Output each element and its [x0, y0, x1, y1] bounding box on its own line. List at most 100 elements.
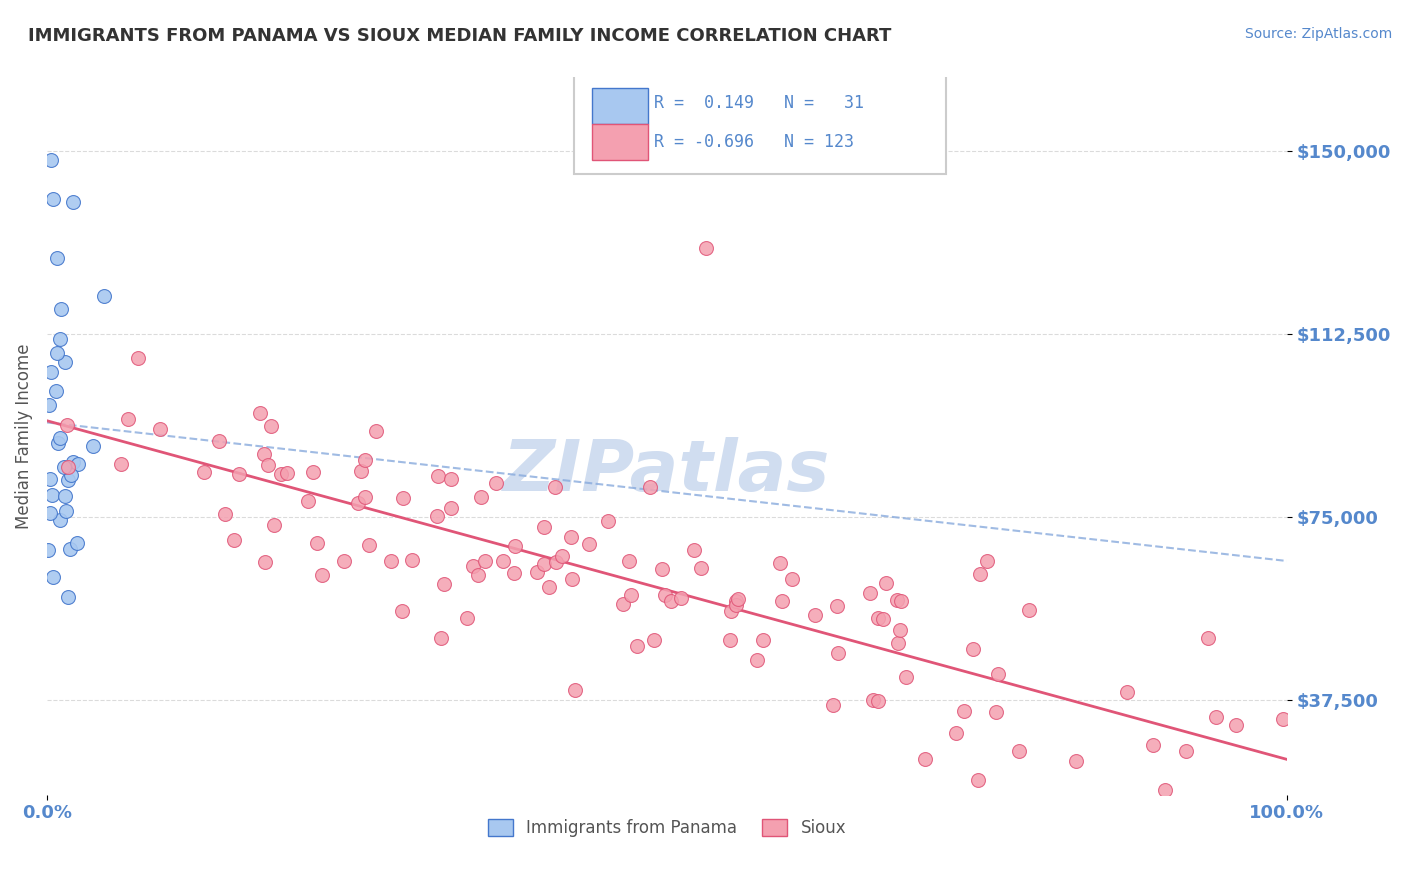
Point	[1018, 602, 1040, 616]
Point	[39, 506, 62, 520]
Point	[1234, 802, 1257, 816]
Point	[720, 604, 742, 618]
Point	[889, 624, 911, 638]
Point	[364, 424, 387, 438]
Point	[1197, 802, 1219, 816]
Point	[45, 251, 67, 265]
Point	[82, 440, 104, 454]
Point	[470, 490, 492, 504]
Text: Source: ZipAtlas.com: Source: ZipAtlas.com	[1244, 27, 1392, 41]
Point	[347, 496, 370, 510]
Point	[596, 514, 619, 528]
Point	[59, 542, 82, 557]
Point	[620, 588, 643, 602]
Point	[875, 576, 897, 591]
Point	[503, 566, 526, 580]
Point	[550, 549, 572, 563]
Point	[626, 639, 648, 653]
Point	[56, 418, 79, 433]
Point	[887, 636, 910, 650]
Point	[718, 633, 741, 648]
Point	[350, 465, 373, 479]
Point	[1225, 718, 1247, 732]
Point	[651, 562, 673, 576]
Point	[253, 447, 276, 461]
Text: IMMIGRANTS FROM PANAMA VS SIOUX MEDIAN FAMILY INCOME CORRELATION CHART: IMMIGRANTS FROM PANAMA VS SIOUX MEDIAN F…	[28, 27, 891, 45]
Point	[430, 631, 453, 645]
Point	[55, 504, 77, 518]
Point	[564, 682, 586, 697]
Point	[357, 538, 380, 552]
Point	[544, 555, 567, 569]
Point	[966, 772, 988, 787]
Point	[1205, 709, 1227, 723]
Point	[945, 726, 967, 740]
Point	[228, 467, 250, 482]
Point	[440, 501, 463, 516]
Text: R = -0.696   N = 123: R = -0.696 N = 123	[655, 133, 855, 151]
Point	[427, 468, 450, 483]
Point	[311, 567, 333, 582]
Point	[827, 599, 849, 613]
Point	[391, 604, 413, 618]
Point	[987, 666, 1010, 681]
Point	[127, 351, 149, 365]
Text: ZIPatlas: ZIPatlas	[503, 437, 831, 507]
Point	[533, 520, 555, 534]
Point	[38, 472, 60, 486]
Point	[654, 588, 676, 602]
Point	[821, 698, 844, 712]
Point	[41, 488, 63, 502]
FancyBboxPatch shape	[592, 88, 648, 124]
Point	[53, 460, 76, 475]
Point	[440, 472, 463, 486]
Point	[401, 553, 423, 567]
Point	[456, 610, 478, 624]
Point	[986, 705, 1008, 719]
Point	[560, 530, 582, 544]
Point	[207, 434, 229, 449]
Point	[59, 467, 82, 482]
Point	[193, 465, 215, 479]
Point	[1257, 802, 1279, 816]
Point	[537, 580, 560, 594]
Point	[890, 593, 912, 607]
Point	[724, 593, 747, 607]
Point	[533, 557, 555, 571]
Point	[257, 458, 280, 472]
FancyBboxPatch shape	[574, 74, 946, 174]
Point	[392, 491, 415, 505]
Point	[1008, 744, 1031, 758]
Point	[804, 608, 827, 623]
Point	[51, 301, 73, 316]
Point	[638, 480, 661, 494]
Point	[953, 704, 976, 718]
Point	[270, 467, 292, 481]
Point	[42, 570, 65, 584]
Point	[474, 554, 496, 568]
Point	[67, 457, 90, 471]
Point	[914, 752, 936, 766]
Point	[297, 493, 319, 508]
Point	[969, 567, 991, 582]
Point	[1116, 685, 1139, 699]
Point	[866, 611, 889, 625]
Legend: Immigrants from Panama, Sioux: Immigrants from Panama, Sioux	[481, 813, 852, 844]
Point	[1272, 712, 1295, 726]
Point	[780, 572, 803, 586]
Point	[214, 507, 236, 521]
Point	[682, 543, 704, 558]
Point	[725, 598, 748, 612]
Point	[467, 568, 489, 582]
Point	[1154, 783, 1177, 797]
Point	[45, 384, 67, 399]
Text: R =  0.149   N =   31: R = 0.149 N = 31	[655, 94, 865, 112]
Point	[38, 398, 60, 412]
Point	[690, 560, 713, 574]
Point	[1142, 738, 1164, 752]
Point	[39, 153, 62, 168]
Point	[46, 435, 69, 450]
Point	[503, 539, 526, 553]
Point	[305, 535, 328, 549]
Point	[561, 572, 583, 586]
